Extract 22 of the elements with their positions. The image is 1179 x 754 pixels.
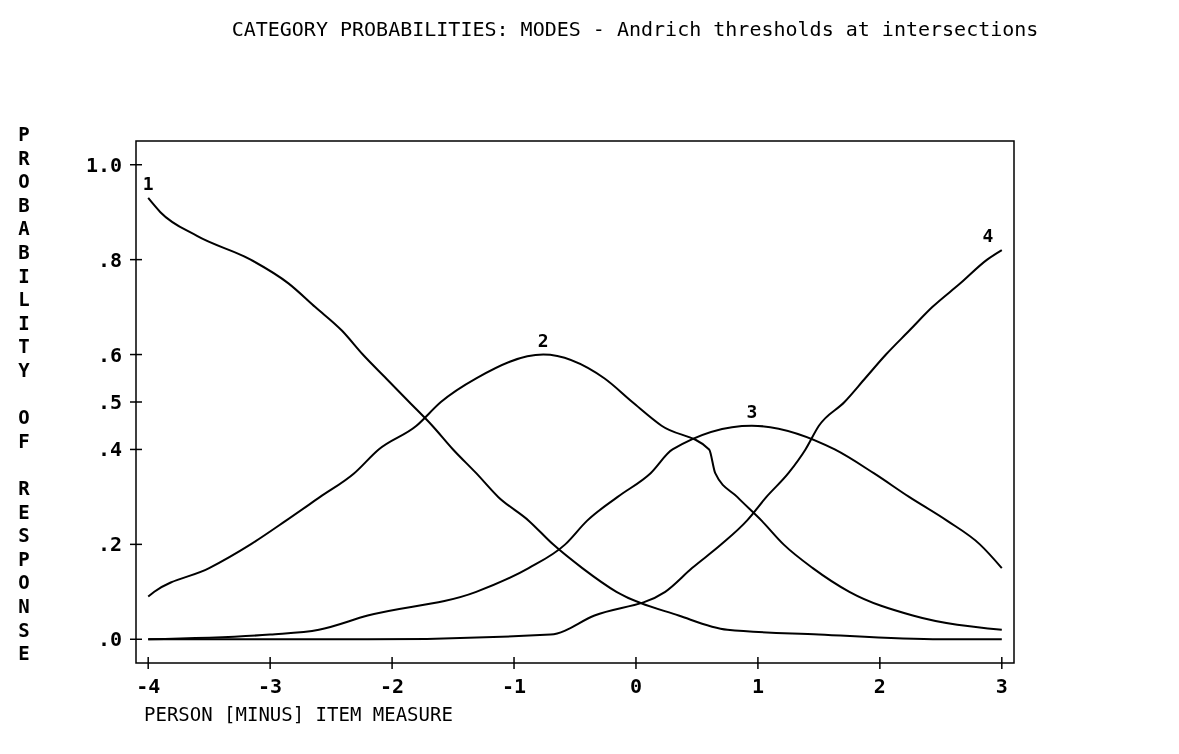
- y-tick-label: .6: [97, 342, 122, 367]
- x-tick-label: -3: [258, 674, 283, 698]
- y-tick-label: 1.0: [85, 152, 122, 177]
- x-tick-label: 0: [629, 674, 642, 698]
- x-tick-label: -2: [380, 674, 405, 698]
- x-tick-label: 2: [873, 674, 886, 698]
- y-tick-label: .8: [97, 247, 122, 272]
- y-tick-label: .0: [97, 627, 122, 652]
- series-label: 3: [746, 400, 758, 422]
- y-tick-label: .4: [97, 437, 122, 462]
- x-tick-label: -4: [136, 674, 161, 698]
- y-tick-label: .2: [97, 532, 122, 557]
- series-label: 4: [982, 225, 994, 247]
- x-tick-label: -1: [501, 674, 527, 698]
- x-axis-title: PERSON [MINUS] ITEM MEASURE: [144, 703, 453, 725]
- y-tick-label: .5: [97, 390, 122, 414]
- x-tick-label: 1: [751, 674, 764, 698]
- series-label: 2: [537, 329, 549, 351]
- text: PROBABILITY OF RESPONSE: [18, 123, 30, 665]
- chart-title: CATEGORY PROBABILITIES: MODES - Andrich thresholds at intersections: [231, 17, 1039, 41]
- series-label: 1: [142, 172, 154, 194]
- x-tick-label: 3: [995, 674, 1008, 698]
